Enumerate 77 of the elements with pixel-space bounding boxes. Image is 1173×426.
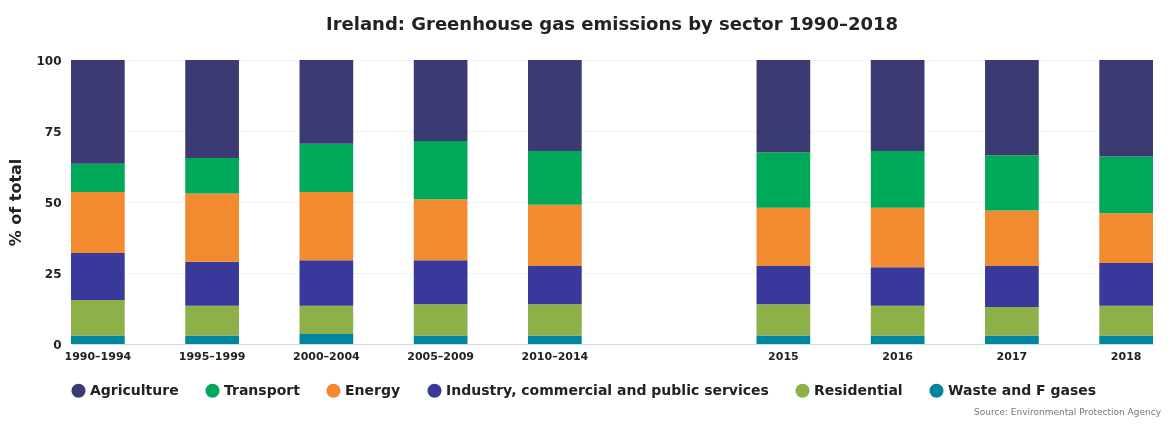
bar: [870, 335, 925, 344]
bar: [299, 60, 354, 144]
bar: [299, 192, 354, 261]
bar: [985, 210, 1039, 266]
bar: [185, 335, 239, 344]
x-tick-label: 1990–1994: [64, 349, 132, 363]
x-tick-label: 2018: [1110, 349, 1142, 363]
legend-label: Industry, commercial and public services: [446, 381, 769, 398]
bar: [985, 265, 1039, 308]
bar: [756, 152, 811, 208]
bar: [985, 335, 1039, 344]
x-tick-label: 2005–2009: [407, 349, 474, 363]
bar: [71, 163, 125, 193]
bar: [870, 305, 925, 336]
bar: [985, 155, 1039, 211]
bar: [1099, 60, 1153, 157]
bar: [185, 193, 239, 262]
legend-label: Energy: [345, 381, 401, 398]
y-tick-label: 75: [44, 124, 62, 139]
bar: [985, 307, 1039, 336]
bar: [1099, 305, 1153, 336]
x-tick-label: 2017: [996, 349, 1028, 363]
bar: [756, 207, 811, 266]
bar: [756, 60, 811, 153]
bar: [413, 199, 468, 261]
bar: [71, 335, 125, 344]
bar: [756, 335, 811, 344]
bar: [985, 60, 1039, 156]
chart-title: Ireland: Greenhouse gas emissions by sector 1990–2018: [325, 13, 899, 34]
bar: [185, 157, 239, 194]
legend-label: Agriculture: [90, 381, 179, 398]
bar: [1099, 335, 1153, 344]
bar: [299, 334, 354, 344]
x-tick-label: 2000–2004: [292, 349, 361, 363]
bar: [528, 265, 582, 305]
bar: [528, 60, 582, 151]
bar: [528, 204, 582, 266]
bar: [1099, 263, 1153, 306]
bar: [299, 143, 354, 193]
bar: [756, 304, 811, 336]
bar: [185, 305, 239, 336]
bar: [71, 60, 125, 164]
x-tick-label: 1995–1999: [178, 349, 246, 363]
x-tick-label: 2010–2014: [521, 349, 589, 363]
bar: [870, 267, 925, 306]
y-axis-title: % of total: [6, 158, 26, 247]
legend-label: Transport: [224, 381, 301, 398]
bar: [299, 305, 354, 335]
bar: [413, 60, 468, 141]
y-tick-label: 25: [44, 266, 62, 281]
bar: [413, 304, 468, 336]
y-tick-label: 0: [53, 337, 62, 352]
x-tick-label: 2016: [882, 349, 914, 363]
bar: [756, 265, 811, 305]
bar: [528, 150, 582, 205]
bar: [185, 60, 239, 158]
x-tick-label: 2015: [768, 349, 799, 363]
y-tick-label: 100: [36, 53, 62, 68]
bar: [870, 60, 925, 151]
bar: [1099, 213, 1153, 264]
bar: [413, 260, 468, 305]
bar: [870, 207, 925, 268]
bar: [71, 192, 125, 254]
bar: [71, 299, 125, 336]
source-note: Source: Environmental Protection Agency: [974, 407, 1161, 417]
bar: [1099, 156, 1153, 214]
bar: [870, 150, 925, 208]
bar: [71, 253, 125, 300]
bar: [413, 335, 468, 344]
bar: [413, 140, 468, 200]
bar: [528, 304, 582, 336]
bar: [299, 260, 354, 306]
bar: [528, 335, 582, 344]
legend-label: Residential: [814, 381, 903, 398]
legend-label: Waste and F gases: [948, 381, 1097, 398]
y-tick-label: 50: [44, 195, 62, 210]
bar: [185, 261, 239, 306]
